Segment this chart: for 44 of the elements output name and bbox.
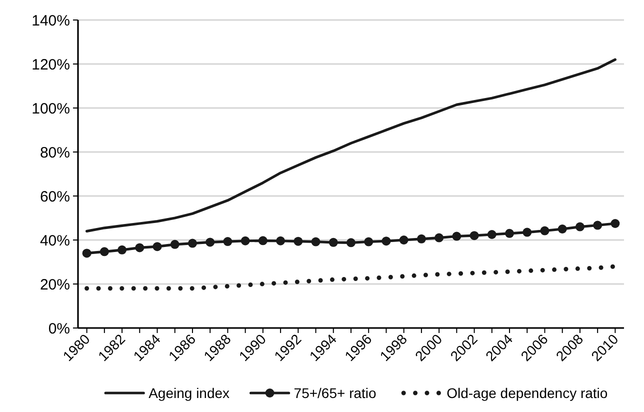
point [82, 248, 92, 258]
point [311, 237, 320, 246]
point [487, 230, 496, 239]
point [258, 236, 268, 246]
point [399, 236, 408, 244]
point [240, 236, 250, 246]
point [522, 228, 532, 237]
point [382, 236, 391, 246]
point [152, 242, 162, 252]
y-tick-label: 20% [40, 276, 70, 294]
point [416, 234, 426, 244]
point [593, 220, 602, 230]
point [223, 237, 232, 246]
point [118, 245, 127, 254]
point [558, 224, 567, 234]
point [276, 236, 286, 246]
point [364, 237, 374, 246]
legend-label: Old-age dependency ratio [446, 385, 608, 401]
point [610, 219, 620, 228]
point [575, 222, 584, 232]
point [505, 228, 514, 238]
point [170, 240, 180, 249]
point [206, 238, 215, 247]
y-tick-label: 140% [32, 12, 70, 30]
point [434, 233, 444, 242]
point [540, 226, 550, 236]
line-series [84, 264, 618, 291]
legend-label: 75+/65+ ratio [294, 385, 377, 401]
y-tick-label: 40% [40, 232, 70, 250]
y-tick-label: 0% [48, 320, 70, 338]
point [294, 236, 303, 246]
point [470, 231, 479, 240]
point [328, 238, 338, 247]
point [346, 238, 356, 248]
point [188, 238, 197, 248]
point [452, 232, 462, 241]
point [100, 247, 109, 256]
y-tick-label: 60% [40, 188, 70, 206]
legend-label: Ageing index [148, 385, 230, 401]
y-tick-label: 100% [32, 100, 70, 118]
y-tick-label: 120% [32, 56, 70, 74]
point [135, 243, 144, 252]
y-tick-label: 80% [40, 144, 70, 162]
line-series [86, 58, 616, 232]
